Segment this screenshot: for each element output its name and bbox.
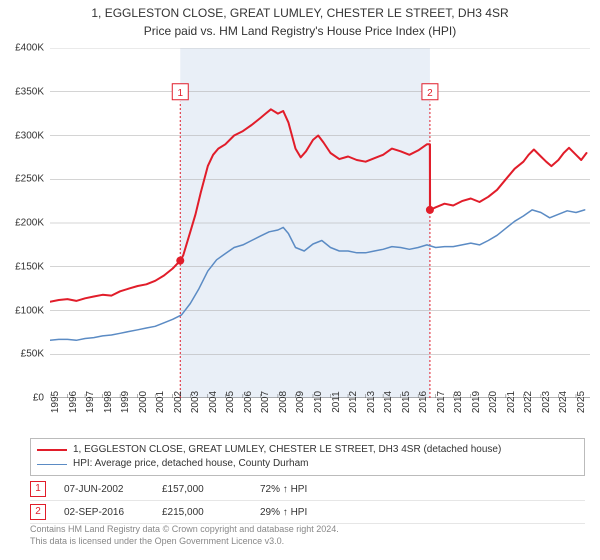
x-tick-label: 2012: [348, 391, 359, 413]
y-tick-label: £0: [33, 393, 44, 404]
x-tick-label: 2000: [138, 391, 149, 413]
legend-swatch-price-paid: [37, 449, 67, 451]
sale-badge: 2: [30, 504, 46, 520]
x-tick-label: 2004: [208, 391, 219, 413]
y-tick-label: £200K: [15, 218, 44, 229]
x-tick-label: 2018: [453, 391, 464, 413]
chart-title-line1: 1, EGGLESTON CLOSE, GREAT LUMLEY, CHESTE…: [0, 0, 600, 22]
x-tick-label: 2008: [278, 391, 289, 413]
x-tick-label: 2023: [541, 391, 552, 413]
sales-table: 1 07-JUN-2002 £157,000 72% ↑ HPI 2 02-SEP-201…: [30, 478, 585, 524]
x-tick-label: 2003: [190, 391, 201, 413]
x-tick-label: 2021: [506, 391, 517, 413]
y-tick-label: £100K: [15, 305, 44, 316]
legend-item-hpi: HPI: Average price, detached house, Coun…: [37, 457, 578, 471]
footer: Contains HM Land Registry data © Crown c…: [30, 524, 585, 547]
x-tick-label: 2017: [436, 391, 447, 413]
y-axis: £0£50K£100K£150K£200K£250K£300K£350K£400…: [0, 48, 48, 398]
y-tick-label: £250K: [15, 174, 44, 185]
footer-line1: Contains HM Land Registry data © Crown c…: [30, 524, 585, 536]
sale-row: 1 07-JUN-2002 £157,000 72% ↑ HPI: [30, 478, 585, 501]
x-tick-label: 1995: [50, 391, 61, 413]
x-tick-label: 2010: [313, 391, 324, 413]
x-tick-label: 2002: [173, 391, 184, 413]
sale-hpi-pct: 72% ↑ HPI: [260, 484, 340, 495]
plot-area: 12: [50, 48, 590, 398]
x-tick-label: 2015: [401, 391, 412, 413]
svg-text:2: 2: [427, 88, 433, 99]
sale-price: £157,000: [162, 484, 242, 495]
x-tick-label: 2006: [243, 391, 254, 413]
plot-svg: 12: [50, 48, 590, 398]
x-tick-label: 1996: [68, 391, 79, 413]
x-tick-label: 2016: [418, 391, 429, 413]
y-tick-label: £300K: [15, 130, 44, 141]
x-tick-label: 2013: [366, 391, 377, 413]
x-tick-label: 2009: [295, 391, 306, 413]
sale-row: 2 02-SEP-2016 £215,000 29% ↑ HPI: [30, 501, 585, 524]
legend-item-price-paid: 1, EGGLESTON CLOSE, GREAT LUMLEY, CHESTE…: [37, 443, 578, 457]
y-tick-label: £400K: [15, 43, 44, 54]
sale-date: 02-SEP-2016: [64, 507, 144, 518]
sale-date: 07-JUN-2002: [64, 484, 144, 495]
y-tick-label: £150K: [15, 261, 44, 272]
x-tick-label: 2022: [523, 391, 534, 413]
y-tick-label: £50K: [21, 349, 44, 360]
legend-swatch-hpi: [37, 464, 67, 465]
x-tick-label: 1998: [103, 391, 114, 413]
sale-price: £215,000: [162, 507, 242, 518]
x-tick-label: 2024: [558, 391, 569, 413]
y-tick-label: £350K: [15, 86, 44, 97]
sale-hpi-pct: 29% ↑ HPI: [260, 507, 340, 518]
x-tick-label: 2011: [331, 391, 342, 413]
x-tick-label: 2014: [383, 391, 394, 413]
x-axis: 1995199619971998199920002001200220032004…: [50, 398, 590, 438]
legend-label-hpi: HPI: Average price, detached house, Coun…: [73, 457, 309, 471]
legend: 1, EGGLESTON CLOSE, GREAT LUMLEY, CHESTE…: [30, 438, 585, 476]
x-tick-label: 2025: [576, 391, 587, 413]
x-tick-label: 2001: [155, 391, 166, 413]
x-tick-label: 2007: [260, 391, 271, 413]
chart-container: 1, EGGLESTON CLOSE, GREAT LUMLEY, CHESTE…: [0, 0, 600, 560]
chart-title-line2: Price paid vs. HM Land Registry's House …: [0, 24, 600, 38]
legend-label-price-paid: 1, EGGLESTON CLOSE, GREAT LUMLEY, CHESTE…: [73, 443, 501, 457]
x-tick-label: 1999: [120, 391, 131, 413]
x-tick-label: 2019: [471, 391, 482, 413]
footer-line2: This data is licensed under the Open Gov…: [30, 536, 585, 548]
x-tick-label: 2020: [488, 391, 499, 413]
x-tick-label: 1997: [85, 391, 96, 413]
sale-badge: 1: [30, 481, 46, 497]
x-tick-label: 2005: [225, 391, 236, 413]
svg-text:1: 1: [177, 88, 183, 99]
